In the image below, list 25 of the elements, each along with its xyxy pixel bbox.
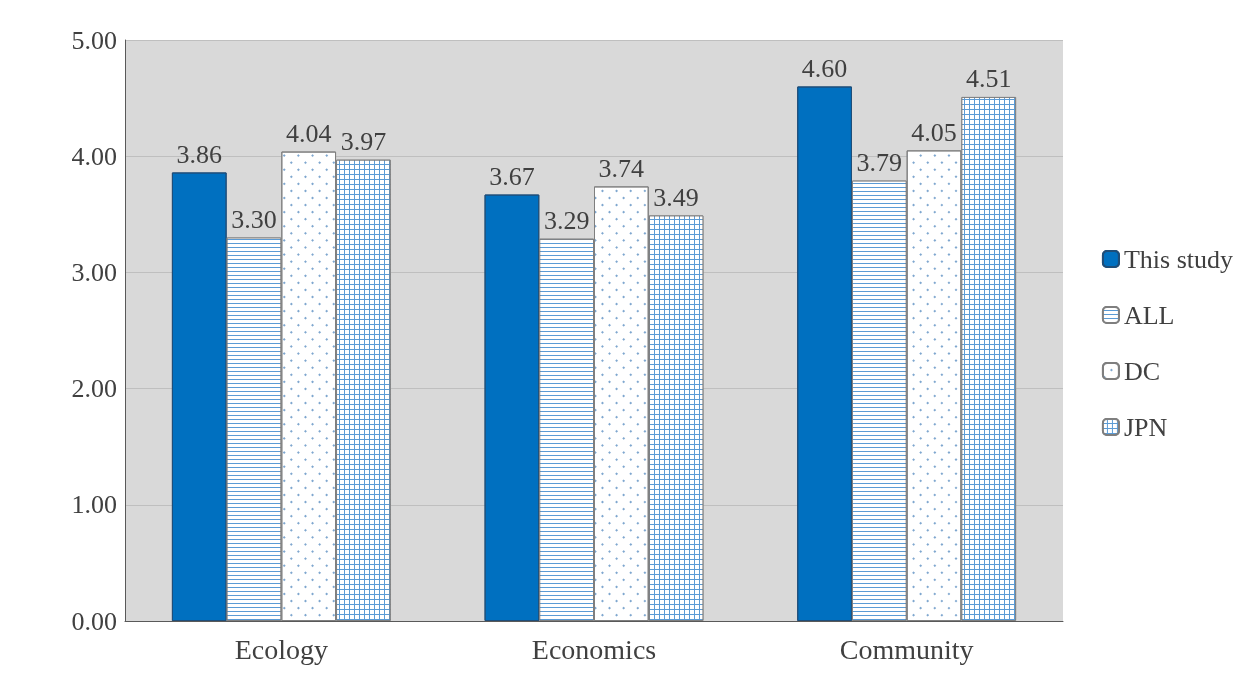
y-tick-label: 1.00 bbox=[71, 490, 117, 520]
legend-label: ALL bbox=[1123, 300, 1175, 330]
data-label: 3.30 bbox=[231, 205, 277, 235]
data-label: 4.04 bbox=[285, 119, 332, 149]
x-tick-label: Community bbox=[839, 633, 974, 665]
data-label: 4.05 bbox=[911, 117, 957, 147]
legend-label: This study bbox=[1123, 244, 1234, 274]
data-label: 3.86 bbox=[176, 139, 223, 169]
data-label: 3.74 bbox=[598, 153, 645, 183]
y-tick-label: 2.00 bbox=[71, 374, 117, 404]
data-label: 3.29 bbox=[543, 206, 590, 236]
data-label: 4.51 bbox=[965, 64, 1012, 94]
y-tick-label: 4.00 bbox=[71, 141, 117, 171]
data-label: 3.49 bbox=[653, 182, 699, 212]
x-tick-label: Ecology bbox=[234, 633, 328, 665]
legend-label: DC bbox=[1123, 356, 1161, 386]
legend-label: JPN bbox=[1123, 412, 1168, 442]
x-tick-label: Economics bbox=[531, 633, 657, 665]
y-tick-label: 5.00 bbox=[71, 25, 117, 55]
y-tick-label: 3.00 bbox=[71, 257, 117, 287]
data-label: 4.60 bbox=[801, 53, 848, 83]
data-label: 3.67 bbox=[489, 162, 535, 192]
y-tick-label: 0.00 bbox=[71, 606, 117, 636]
data-label: 3.97 bbox=[340, 127, 387, 157]
data-label: 3.79 bbox=[856, 148, 903, 178]
